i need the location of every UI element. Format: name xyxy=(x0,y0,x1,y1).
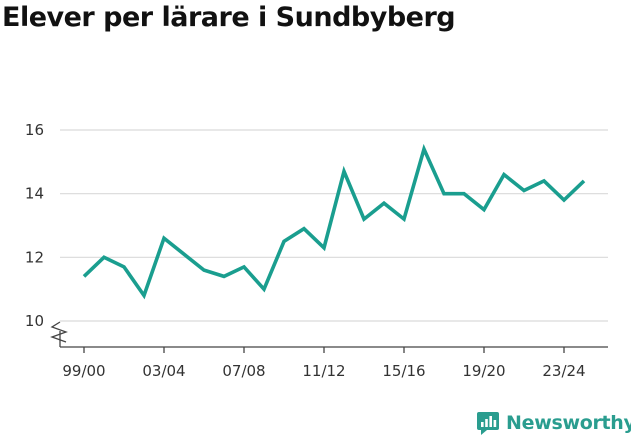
x-tick-label: 19/20 xyxy=(462,362,505,380)
y-tick-label: 12 xyxy=(25,248,44,266)
axes xyxy=(50,321,608,353)
data-point xyxy=(402,218,405,221)
data-point xyxy=(502,173,505,176)
data-point xyxy=(362,218,365,221)
data-point xyxy=(522,189,525,192)
x-tick-label: 15/16 xyxy=(382,362,425,380)
data-point xyxy=(102,256,105,259)
data-point xyxy=(262,288,265,291)
gridlines xyxy=(60,129,608,322)
data-point xyxy=(222,275,225,278)
x-tick-label: 11/12 xyxy=(302,362,345,380)
tick-labels: 10 12 14 16 99/00 03/04 07/08 11/12 15/16 19/20 23… xyxy=(25,121,586,380)
data-point xyxy=(582,179,585,182)
x-tick-label: 07/08 xyxy=(222,362,265,380)
data-point xyxy=(562,198,565,201)
x-tick-label: 23/24 xyxy=(542,362,585,380)
brand-name: Newsworthy xyxy=(506,412,631,434)
series-layer xyxy=(82,143,586,300)
data-point xyxy=(122,265,125,268)
data-point xyxy=(242,265,245,268)
y-tick-label: 10 xyxy=(25,312,44,330)
x-tick-label: 99/00 xyxy=(62,362,105,380)
data-point xyxy=(82,275,85,278)
newsworthy-logo-icon xyxy=(477,412,499,435)
data-point xyxy=(322,246,325,249)
data-point xyxy=(142,294,145,297)
y-tick-label: 16 xyxy=(25,121,44,139)
data-point xyxy=(382,202,385,205)
axis-break-marker xyxy=(50,321,68,343)
data-point xyxy=(422,148,425,151)
data-point xyxy=(162,237,165,240)
data-point xyxy=(442,192,445,195)
data-point xyxy=(462,192,465,195)
series-line xyxy=(82,143,586,300)
data-point xyxy=(302,227,305,230)
chart-title: Elever per lärare i Sundbyberg xyxy=(2,2,456,33)
x-tick-label: 03/04 xyxy=(142,362,185,380)
data-point xyxy=(182,253,185,256)
data-point xyxy=(342,170,345,173)
data-point xyxy=(282,240,285,243)
brand-logo: Newsworthy xyxy=(476,408,631,438)
data-point xyxy=(482,208,485,211)
data-point xyxy=(542,179,545,182)
data-point xyxy=(202,269,205,272)
y-tick-label: 14 xyxy=(25,185,44,203)
